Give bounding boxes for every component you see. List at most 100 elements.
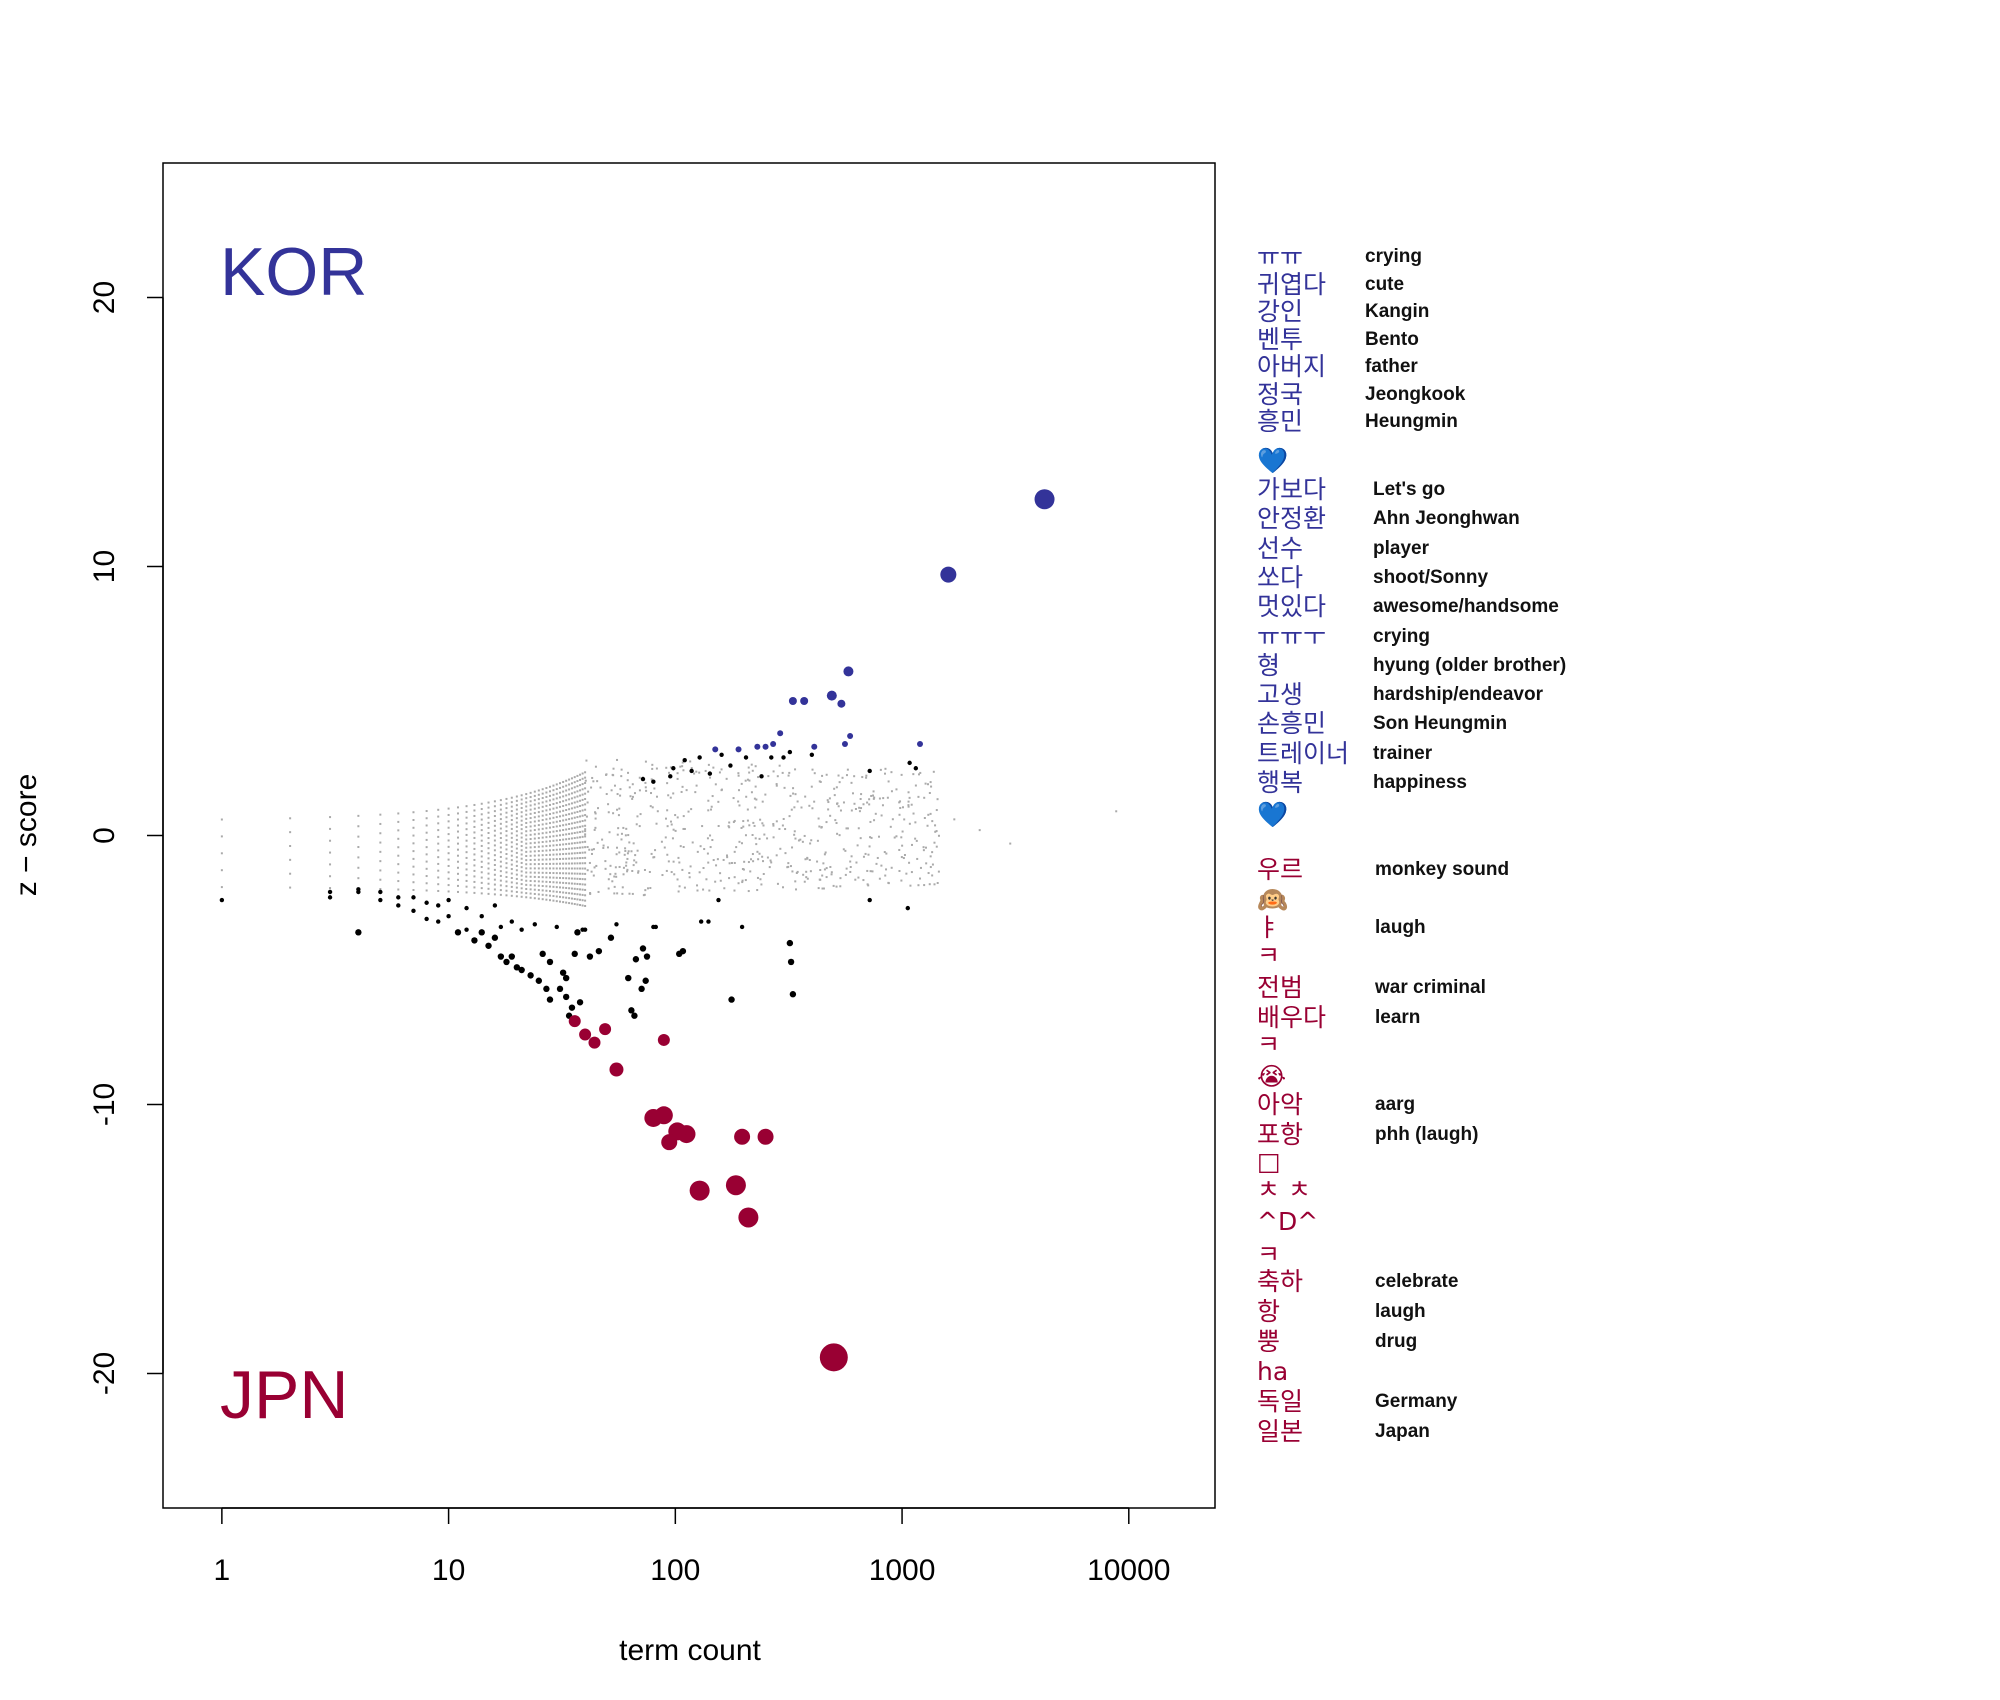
neutral-point xyxy=(792,792,795,795)
neutral-point xyxy=(533,816,536,819)
neutral-point xyxy=(579,867,582,870)
neutral-point xyxy=(937,834,940,837)
neutral-point xyxy=(806,856,809,859)
legend-term-jpn: 항 xyxy=(1257,1297,1281,1326)
neutral-point xyxy=(584,792,587,795)
neutral-point xyxy=(520,849,523,852)
neutral-point xyxy=(743,860,746,863)
neutral-point xyxy=(425,831,428,834)
significant-point xyxy=(532,922,538,927)
neutral-point xyxy=(552,835,555,838)
neutral-point xyxy=(548,867,551,870)
neutral-point xyxy=(709,846,712,849)
neutral-point xyxy=(762,860,765,863)
neutral-point xyxy=(412,826,415,829)
neutral-point xyxy=(568,793,571,796)
neutral-point xyxy=(877,835,880,838)
kor-point xyxy=(754,743,761,750)
neutral-point xyxy=(592,848,595,851)
neutral-point xyxy=(584,851,587,854)
y-tick-label: 20 xyxy=(88,281,121,314)
legend-gloss: Let's go xyxy=(1373,479,1446,500)
significant-point xyxy=(905,905,911,911)
y-axis-label: z − score xyxy=(10,774,43,897)
significant-point xyxy=(446,897,451,903)
significant-point xyxy=(436,903,441,908)
neutral-point xyxy=(928,883,931,886)
neutral-point xyxy=(487,842,490,845)
legend-term-kor: 아버지 xyxy=(1257,352,1327,381)
neutral-point xyxy=(329,851,332,854)
neutral-point xyxy=(533,811,536,814)
neutral-point xyxy=(790,808,793,811)
neutral-point xyxy=(579,820,582,823)
neutral-point xyxy=(505,802,508,805)
neutral-point xyxy=(437,829,440,832)
neutral-point xyxy=(456,890,459,893)
neutral-point xyxy=(666,809,669,812)
neutral-point xyxy=(794,880,797,883)
legend-term-kor: 고생 xyxy=(1257,680,1304,710)
neutral-point xyxy=(581,793,584,796)
legend-gloss: monkey sound xyxy=(1375,859,1510,880)
neutral-point xyxy=(666,825,669,828)
neutral-point xyxy=(865,776,868,779)
neutral-point xyxy=(559,872,562,875)
neutral-point xyxy=(702,888,705,891)
neutral-point xyxy=(748,779,751,782)
neutral-point xyxy=(533,837,536,840)
neutral-point xyxy=(505,834,508,837)
neutral-point xyxy=(826,799,829,802)
neutral-point xyxy=(652,856,655,859)
neutral-point xyxy=(885,868,888,871)
legend-gloss: happiness xyxy=(1373,772,1467,793)
neutral-point xyxy=(573,831,576,834)
neutral-point xyxy=(541,805,544,808)
neutral-point xyxy=(933,841,936,844)
significant-point xyxy=(582,927,588,932)
neutral-point xyxy=(824,851,827,854)
x-tick-label: 1 xyxy=(214,1554,231,1587)
neutral-point xyxy=(631,783,634,786)
significant-point xyxy=(781,755,786,760)
neutral-point xyxy=(621,892,624,895)
neutral-point xyxy=(850,855,853,858)
neutral-point xyxy=(630,850,633,853)
neutral-point xyxy=(861,776,864,779)
neutral-point xyxy=(465,851,468,854)
neutral-point xyxy=(889,825,892,828)
neutral-point xyxy=(844,873,847,876)
neutral-point xyxy=(579,846,582,849)
neutral-point xyxy=(636,815,639,818)
neutral-point xyxy=(510,827,513,830)
neutral-point xyxy=(570,852,573,855)
neutral-point xyxy=(562,843,565,846)
neutral-point xyxy=(593,866,596,869)
neutral-point xyxy=(548,881,551,884)
neutral-point xyxy=(638,789,641,792)
neutral-point xyxy=(767,775,770,778)
neutral-point xyxy=(839,877,842,880)
neutral-point xyxy=(772,822,775,825)
neutral-point xyxy=(568,877,571,880)
neutral-point xyxy=(576,805,579,808)
neutral-point xyxy=(584,867,587,870)
neutral-point xyxy=(565,813,568,816)
neutral-point xyxy=(559,796,562,799)
neutral-point xyxy=(510,823,513,826)
neutral-point xyxy=(579,815,582,818)
neutral-point xyxy=(579,862,582,865)
neutral-point xyxy=(487,877,490,880)
neutral-point xyxy=(537,802,540,805)
neutral-point xyxy=(562,901,565,904)
neutral-point xyxy=(617,814,620,817)
neutral-point xyxy=(759,878,762,881)
neutral-point xyxy=(568,803,571,806)
neutral-point xyxy=(529,808,532,811)
neutral-point xyxy=(581,772,584,775)
neutral-point xyxy=(648,870,651,873)
neutral-point xyxy=(756,876,759,879)
neutral-point xyxy=(890,866,893,869)
jpn-point xyxy=(588,1036,601,1049)
neutral-point xyxy=(397,863,400,866)
